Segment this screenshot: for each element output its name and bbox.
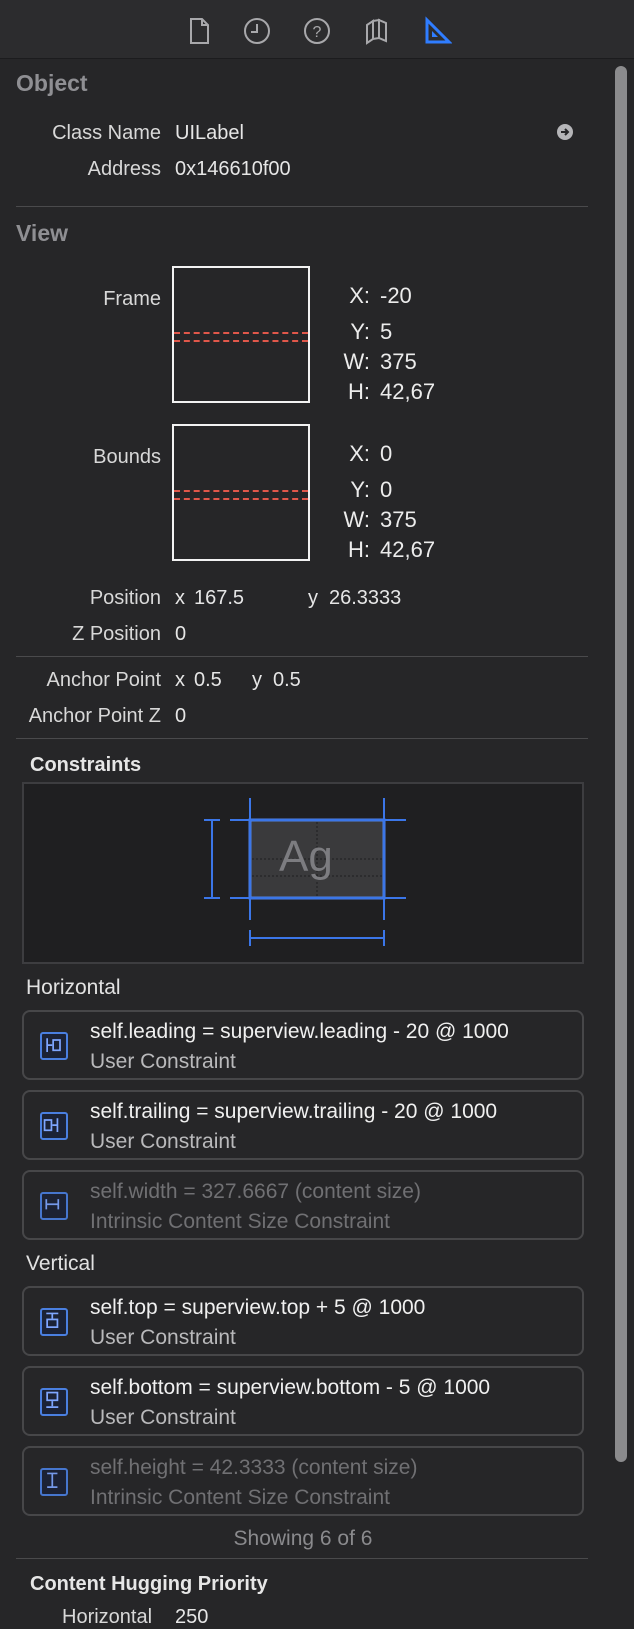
constraint-expression: self.trailing = superview.trailing - 20 … xyxy=(90,1100,498,1123)
class-name-value: UILabel xyxy=(175,122,244,144)
constraint-trailing[interactable]: self.trailing = superview.trailing - 20 … xyxy=(22,1090,584,1160)
divider xyxy=(16,738,588,739)
constraint-expression: self.leading = superview.leading - 20 @ … xyxy=(90,1020,509,1043)
height-constraint-icon xyxy=(40,1468,68,1496)
constraint-guides xyxy=(204,798,406,946)
position-x-key: x xyxy=(175,587,185,609)
z-position-value: 0 xyxy=(175,623,187,645)
constraint-top[interactable]: self.top = superview.top + 5 @ 1000 User… xyxy=(22,1286,584,1356)
address-label: Address xyxy=(87,158,161,180)
z-position-label: Z Position xyxy=(72,623,161,645)
frame-label: Frame xyxy=(103,288,161,310)
bounds-label: Bounds xyxy=(93,446,161,468)
anchor-x-value: 0.5 xyxy=(194,669,222,691)
position-y-value: 26.3333 xyxy=(329,587,402,609)
file-inspector-icon[interactable] xyxy=(184,16,214,46)
class-name-label: Class Name xyxy=(52,122,161,144)
anchor-y-value: 0.5 xyxy=(273,669,301,691)
constraint-kind: User Constraint xyxy=(90,1050,236,1073)
hugging-horizontal-value[interactable]: 250 xyxy=(175,1606,209,1628)
scrollbar-thumb[interactable] xyxy=(615,66,627,1462)
constraint-kind: User Constraint xyxy=(90,1130,236,1153)
frame-x: X: -20 xyxy=(349,283,412,308)
constraints-preview: Ag xyxy=(22,782,584,964)
constraint-kind: Intrinsic Content Size Constraint xyxy=(90,1210,390,1233)
preview-text: Ag xyxy=(279,832,333,881)
bounds-x: X: 0 xyxy=(349,441,393,466)
constraints-title: Constraints xyxy=(30,754,142,776)
object-section-title: Object xyxy=(16,70,88,96)
anchor-point-z-value: 0 xyxy=(175,705,187,727)
position-label: Position xyxy=(89,587,161,609)
divider xyxy=(16,206,588,207)
constraint-expression: self.height = 42.3333 (content size) xyxy=(90,1456,418,1479)
layers-icon[interactable] xyxy=(362,16,392,46)
content-hugging-title: Content Hugging Priority xyxy=(30,1573,268,1595)
constraint-height[interactable]: self.height = 42.3333 (content size) Int… xyxy=(22,1446,584,1516)
showing-count: Showing 6 of 6 xyxy=(233,1527,373,1550)
leading-constraint-icon xyxy=(40,1032,68,1060)
position-x-value: 167.5 xyxy=(194,587,245,609)
anchor-x-key: x xyxy=(175,669,185,691)
divider xyxy=(16,1558,588,1559)
constraint-kind: User Constraint xyxy=(90,1326,236,1349)
address-value: 0x146610f00 xyxy=(175,158,291,180)
divider xyxy=(16,656,588,657)
bounds-h: H: 42,67 xyxy=(348,537,436,562)
anchor-point-z-label: Anchor Point Z xyxy=(28,705,161,727)
width-constraint-icon xyxy=(40,1192,68,1220)
anchor-y-key: y xyxy=(252,669,262,691)
vertical-title: Vertical xyxy=(26,1252,95,1275)
top-constraint-icon xyxy=(40,1308,68,1336)
hugging-horizontal-label: Horizontal xyxy=(62,1606,153,1628)
svg-text:?: ? xyxy=(313,24,322,41)
constraint-width[interactable]: self.width = 327.6667 (content size) Int… xyxy=(22,1170,584,1240)
constraint-expression: self.top = superview.top + 5 @ 1000 xyxy=(90,1296,426,1319)
trailing-constraint-icon xyxy=(40,1112,68,1140)
bounds-w: W: 375 xyxy=(343,507,417,532)
inspector-toolbar: ? xyxy=(0,0,634,59)
bounds-preview xyxy=(172,424,310,561)
horizontal-title: Horizontal xyxy=(26,976,121,999)
frame-preview xyxy=(172,266,310,403)
size-inspector-icon[interactable] xyxy=(422,16,452,46)
bottom-constraint-icon xyxy=(40,1388,68,1416)
anchor-point-label: Anchor Point xyxy=(46,669,161,691)
position-y-key: y xyxy=(308,587,318,609)
quick-help-icon[interactable]: ? xyxy=(302,16,332,46)
constraint-kind: User Constraint xyxy=(90,1406,236,1429)
navigate-arrow-icon[interactable] xyxy=(556,123,574,141)
view-section-title: View xyxy=(16,220,68,246)
frame-y: Y: 5 xyxy=(350,319,393,344)
frame-h: H: 42,67 xyxy=(348,379,436,404)
constraint-kind: Intrinsic Content Size Constraint xyxy=(90,1486,390,1509)
constraint-bottom[interactable]: self.bottom = superview.bottom - 5 @ 100… xyxy=(22,1366,584,1436)
constraint-expression: self.bottom = superview.bottom - 5 @ 100… xyxy=(90,1376,491,1399)
constraint-leading[interactable]: self.leading = superview.leading - 20 @ … xyxy=(22,1010,584,1080)
frame-w: W: 375 xyxy=(343,349,417,374)
bounds-y: Y: 0 xyxy=(350,477,393,502)
history-icon[interactable] xyxy=(242,16,272,46)
constraint-expression: self.width = 327.6667 (content size) xyxy=(90,1180,421,1203)
